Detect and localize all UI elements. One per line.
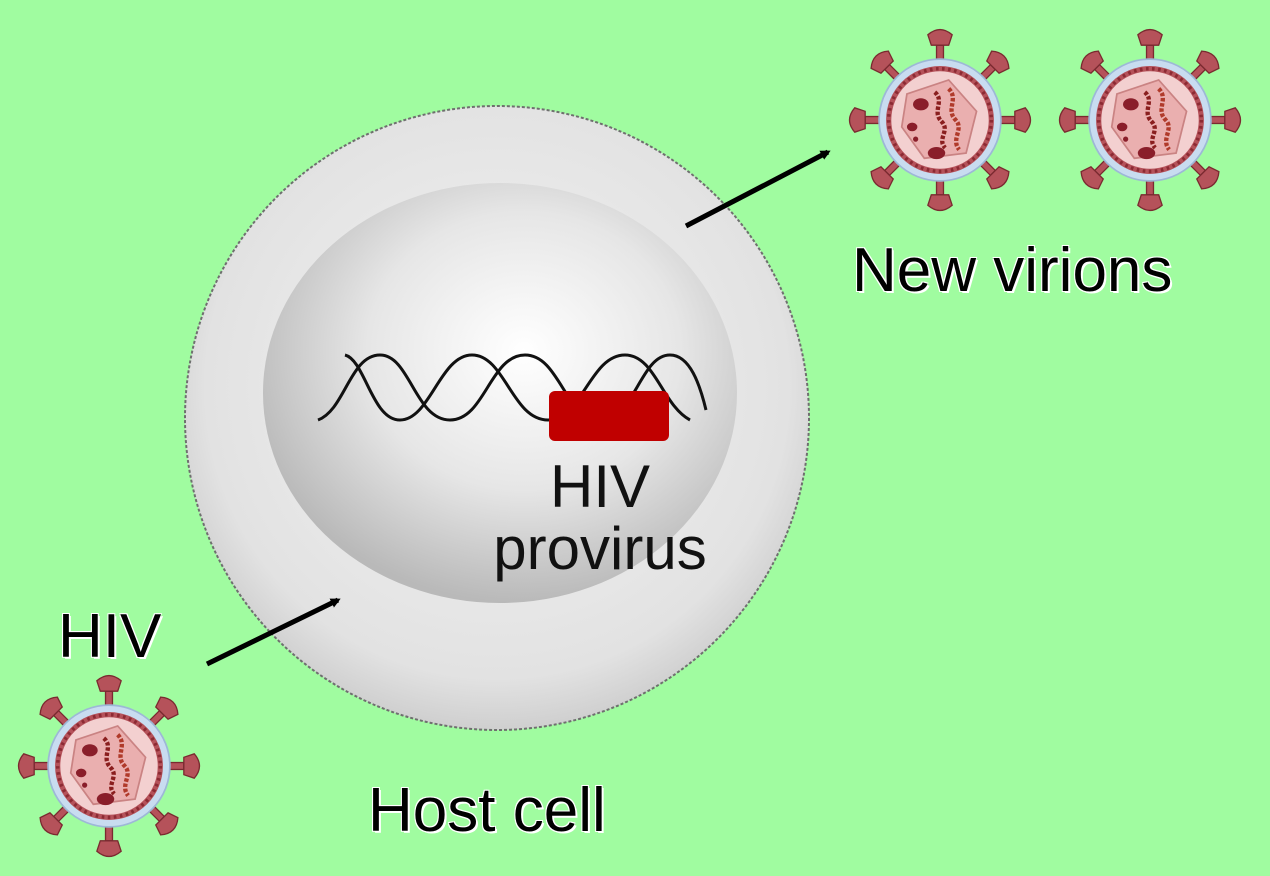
entry-arrow-icon <box>205 597 341 667</box>
new-virion-icon <box>850 30 1031 211</box>
nucleus <box>263 183 737 603</box>
new-virion-icon <box>1060 30 1241 211</box>
new-virions-label: New virions <box>852 236 1173 305</box>
hiv-virion-icon <box>19 676 200 857</box>
host-cell-label: Host cell <box>368 776 606 845</box>
provirus-label: HIV provirus <box>440 456 760 580</box>
exit-arrow-icon <box>684 149 831 229</box>
provirus-label-line2: provirus <box>493 515 707 582</box>
provirus-block <box>549 391 669 441</box>
provirus-label-line1: HIV <box>549 453 651 520</box>
hiv-label: HIV <box>58 602 162 671</box>
dna-helix-icon <box>317 353 708 422</box>
